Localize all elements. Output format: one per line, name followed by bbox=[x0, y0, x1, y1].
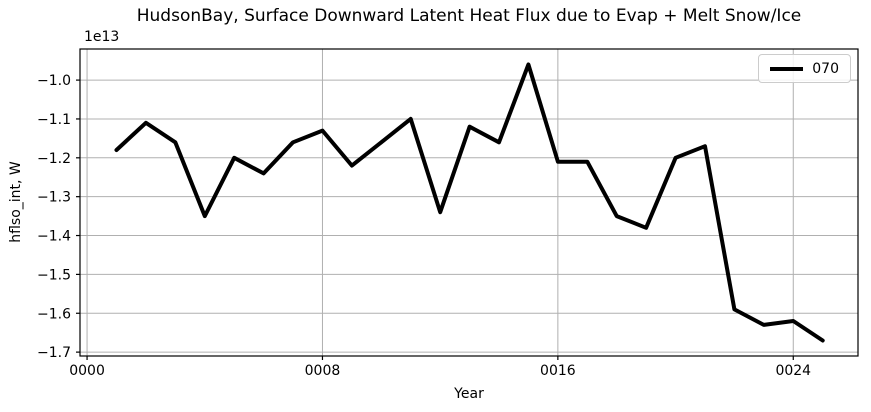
grid-layer bbox=[80, 49, 858, 356]
x-tick-label: 0016 bbox=[540, 363, 576, 379]
x-axis-label: Year bbox=[454, 386, 484, 402]
series-layer bbox=[114, 62, 825, 343]
x-tick-label: 0008 bbox=[305, 363, 341, 379]
series-line-070 bbox=[114, 62, 825, 343]
y-tick-label: −1.4 bbox=[37, 229, 71, 245]
chart-title: HudsonBay, Surface Downward Latent Heat … bbox=[136, 6, 802, 26]
y-tick-label: −1.1 bbox=[37, 112, 71, 128]
y-tick-label: −1.0 bbox=[37, 73, 71, 89]
y-tick-label: −1.5 bbox=[37, 267, 71, 283]
legend-line-swatch bbox=[770, 66, 804, 71]
y-tick-label: −1.2 bbox=[37, 151, 71, 167]
axis-layer bbox=[76, 48, 859, 360]
y-axis-offset-text: 1e13 bbox=[84, 29, 120, 45]
y-tick-label: −1.3 bbox=[37, 190, 71, 206]
x-tick-label: 0000 bbox=[69, 363, 105, 379]
tick-label-layer: 0000 0008 0016 0024 −1.0 −1.1 −1.2 −1.3 −1.4 −1.5… bbox=[37, 73, 811, 379]
plot-border bbox=[79, 48, 859, 357]
x-tick-label: 0024 bbox=[775, 363, 811, 379]
legend: 070 bbox=[758, 54, 851, 83]
legend-series-label: 070 bbox=[812, 60, 839, 77]
y-tick-label: −1.7 bbox=[37, 345, 71, 361]
y-tick-label: −1.6 bbox=[37, 306, 71, 322]
